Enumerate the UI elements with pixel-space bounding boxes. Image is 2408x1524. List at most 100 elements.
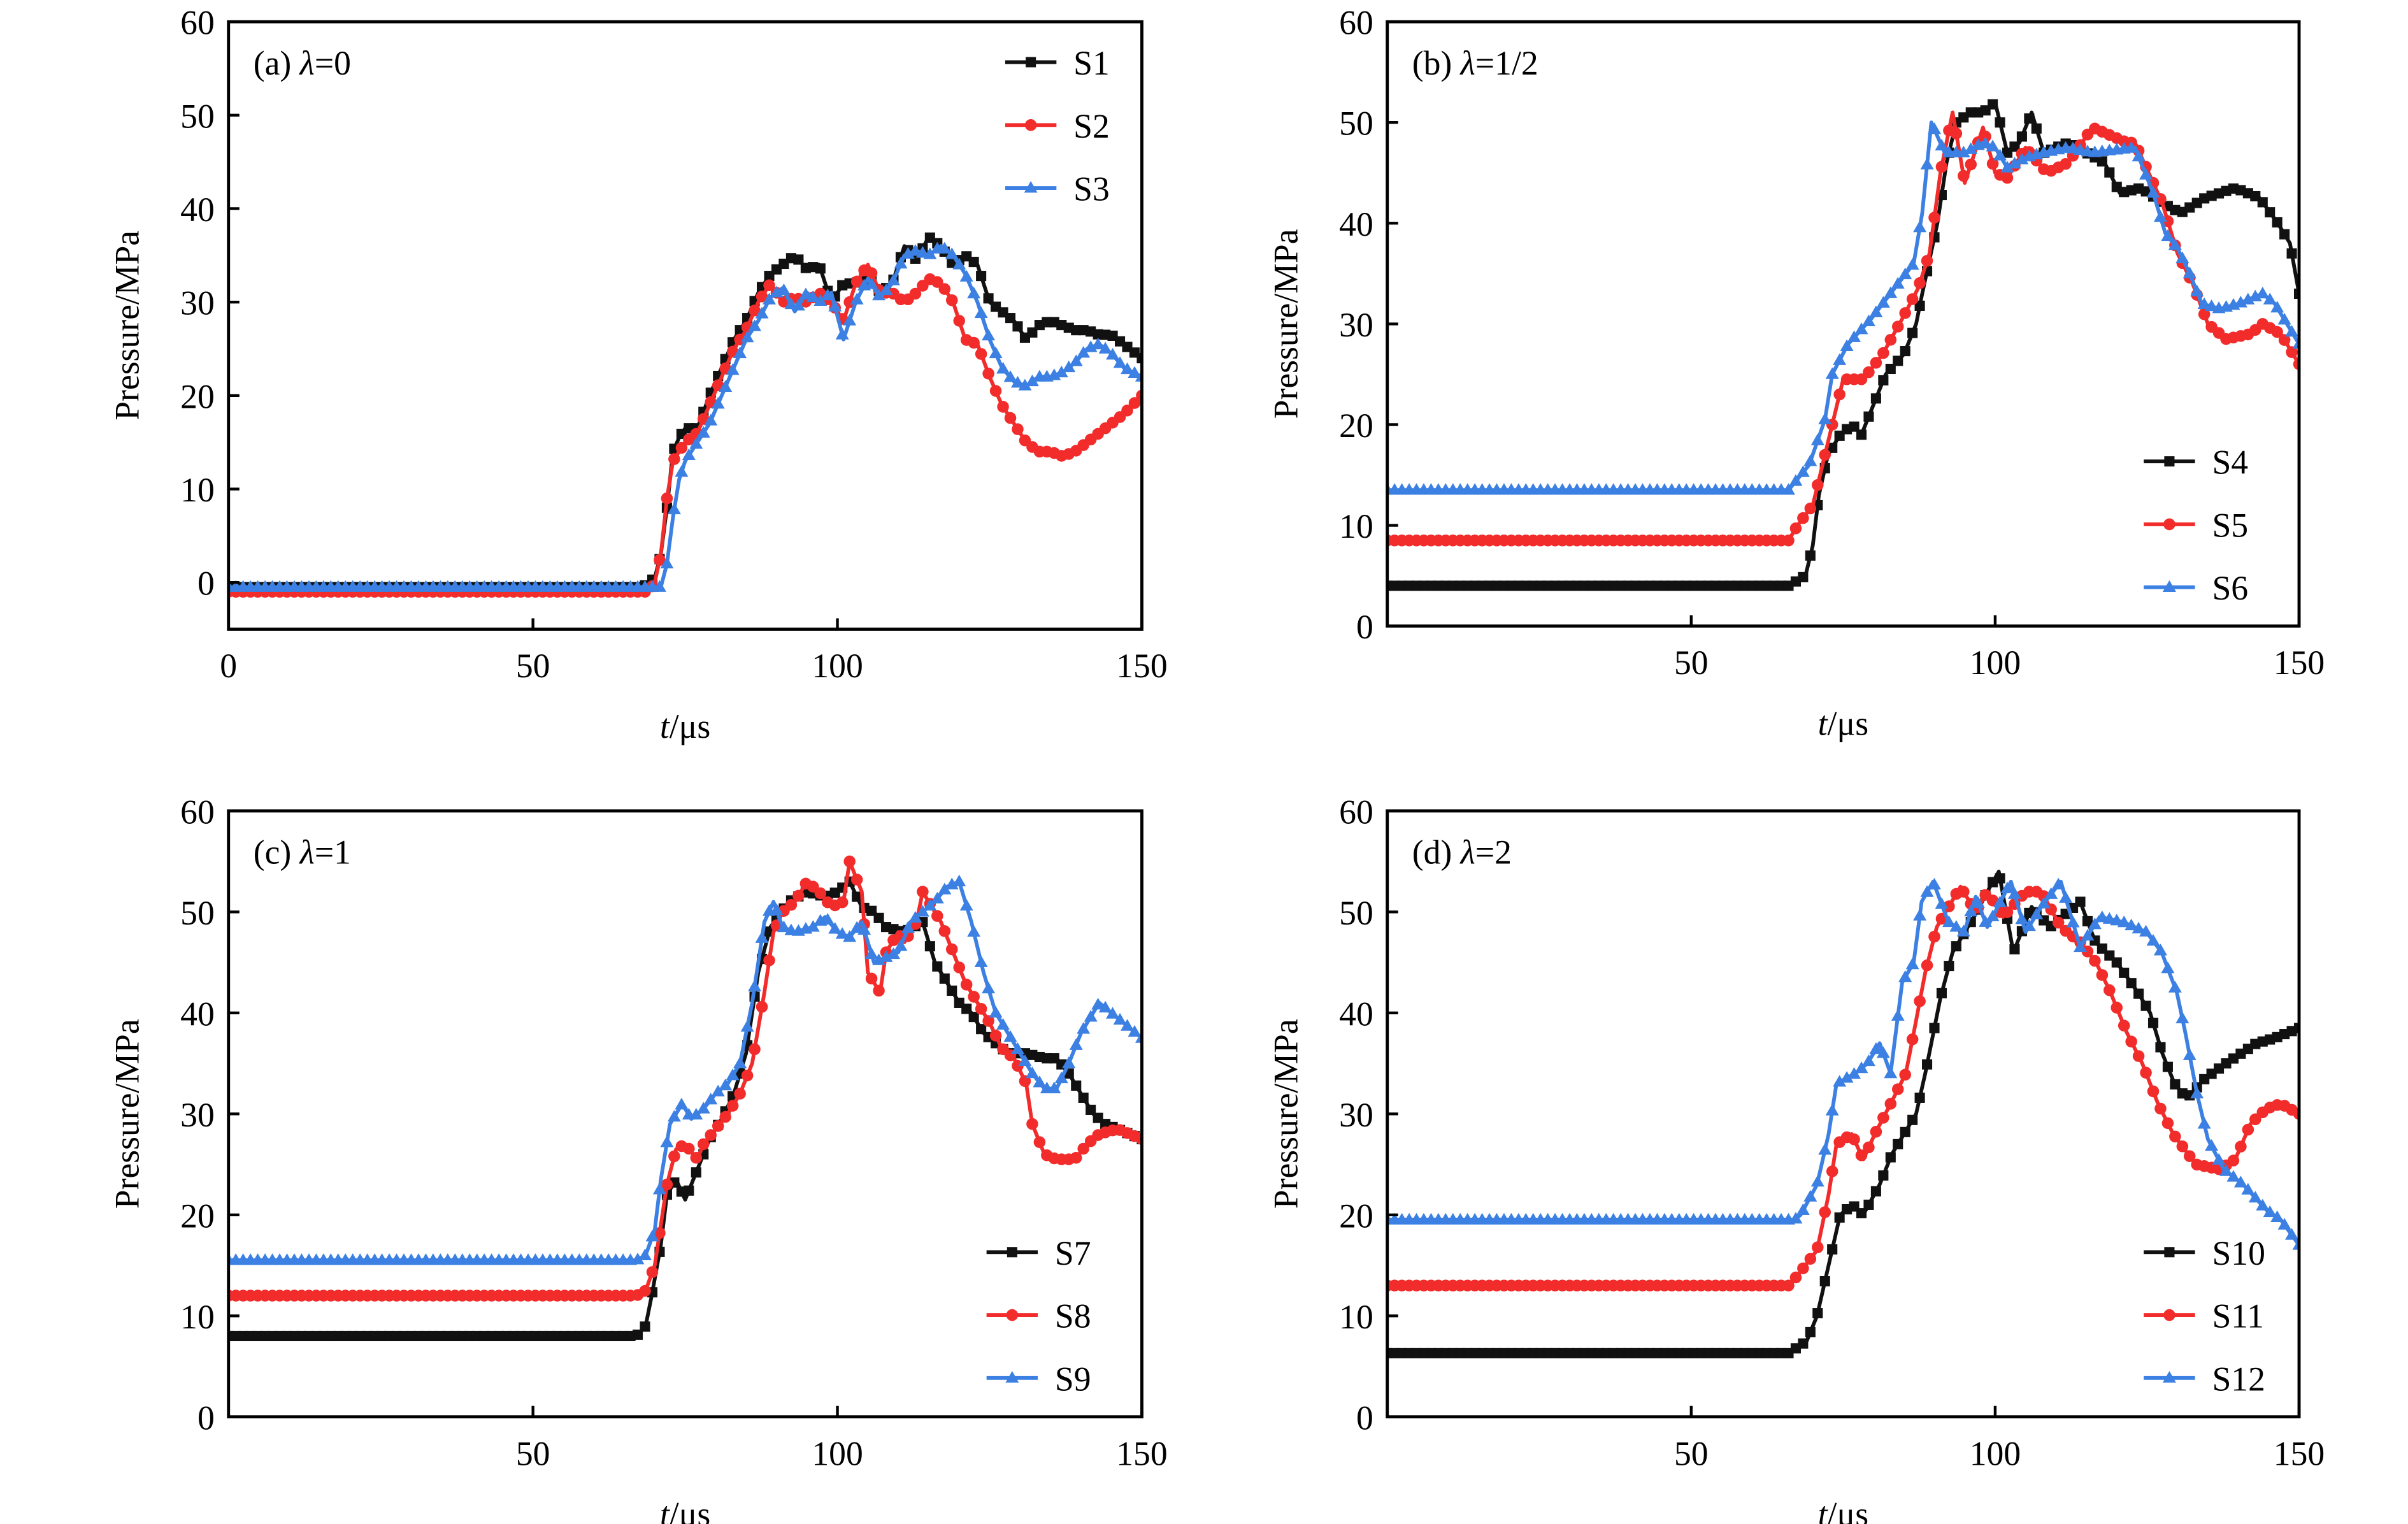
series-marker-S11 <box>2096 969 2109 981</box>
series-marker-S8 <box>683 1142 695 1155</box>
series-marker-S6 <box>2190 284 2204 297</box>
series-marker-S2 <box>1012 423 1024 435</box>
series-marker-S1 <box>976 271 987 282</box>
chart-panel-1: 0 50 100 150 0 10 20 30 40 50 60 t/μs Pressure/MPa (a… <box>108 4 1167 746</box>
series-marker-S11 <box>1826 1165 1838 1177</box>
series-marker-S10 <box>1885 1152 1896 1163</box>
series-marker-S9 <box>719 1078 733 1091</box>
series-marker-S3 <box>821 288 835 301</box>
legend-marker <box>1006 1309 1019 1321</box>
series-marker-S10 <box>1995 873 2005 884</box>
y-tick-label: 10 <box>1339 1298 1373 1336</box>
y-tick-label: 40 <box>1339 995 1373 1033</box>
series-marker-S6 <box>2125 141 2139 153</box>
series-marker-S6 <box>2168 238 2182 250</box>
series-marker-S12 <box>2015 912 2029 924</box>
series-marker-S11 <box>1870 1126 1882 1138</box>
legend-item-S3: S3 <box>1005 170 1110 208</box>
series-marker-S12 <box>1971 896 1985 908</box>
series-marker-S6 <box>1782 483 1795 495</box>
series-marker-S3 <box>938 241 952 254</box>
series-marker-S4 <box>1878 375 1889 385</box>
series-marker-S3 <box>755 306 769 319</box>
series-marker-S12 <box>2175 1011 2189 1024</box>
series-marker-S12 <box>2248 1191 2262 1203</box>
series-marker-S12 <box>2081 928 2095 941</box>
series-marker-S2 <box>989 385 1002 397</box>
series-marker-S3 <box>740 330 754 343</box>
x-axis-label: t/μs <box>660 1495 710 1524</box>
series-marker-S4 <box>1900 346 1910 357</box>
legend-marker <box>2163 518 2175 531</box>
series-marker-S6 <box>1810 433 1824 445</box>
series-marker-S12 <box>2263 1205 2277 1218</box>
x-tick-label: 0 <box>220 647 237 685</box>
series-marker-S9 <box>660 1135 674 1147</box>
legend: S1 S2 S3 <box>1005 44 1110 208</box>
series-marker-S4 <box>1914 300 1925 311</box>
series-marker-S3 <box>952 257 966 270</box>
series-marker-S5 <box>1958 169 1970 182</box>
series-marker-S5 <box>1906 293 1919 305</box>
x-tick-label: 50 <box>1674 1434 1709 1472</box>
series-marker-S10 <box>1951 941 1961 952</box>
series-marker-S10 <box>1900 1126 1910 1137</box>
series-marker-S10 <box>2162 1061 2173 1072</box>
series-marker-S12 <box>1898 970 1912 982</box>
series-marker-S6 <box>1861 314 1875 326</box>
series-marker-S10 <box>1863 1199 1874 1210</box>
series-marker-S3 <box>923 247 937 259</box>
series-marker-S6 <box>2132 149 2146 162</box>
series-marker-S4 <box>2279 229 2290 240</box>
series-marker-S9 <box>652 1183 666 1195</box>
series-marker-S9 <box>689 1107 703 1120</box>
legend-label: S3 <box>1073 170 1110 208</box>
legend-item-S12: S12 <box>2144 1360 2265 1398</box>
series-marker-S5 <box>1979 131 1991 143</box>
legend-item-S2: S2 <box>1005 107 1110 145</box>
series-marker-S6 <box>1789 474 1803 486</box>
series-marker-S5 <box>1812 479 1824 491</box>
series-marker-S3 <box>791 299 805 311</box>
series-marker-S6 <box>1993 148 2007 161</box>
series-marker-S10 <box>2082 916 2093 926</box>
series-marker-S11 <box>1855 1149 1868 1161</box>
series-marker-S9 <box>930 891 944 904</box>
series-marker-S3 <box>967 286 981 299</box>
series-marker-S12 <box>1876 1046 1890 1058</box>
series-marker-S9 <box>755 931 769 943</box>
series-marker-S4 <box>1995 117 2005 128</box>
series-marker-S5 <box>2001 171 2014 184</box>
series-marker-S10 <box>2170 1079 2181 1089</box>
legend-marker <box>2164 1247 2175 1258</box>
legend-label: S5 <box>2212 506 2248 544</box>
series-marker-S6 <box>1905 258 1919 270</box>
series-marker-S4 <box>1893 356 1903 366</box>
series-marker-S3 <box>1106 348 1120 360</box>
series-marker-S4 <box>2265 207 2275 218</box>
series-marker-S8 <box>719 1111 731 1123</box>
series-marker-S9 <box>828 922 842 934</box>
series-marker-S9 <box>835 927 849 939</box>
series-marker-S6 <box>2175 251 2189 263</box>
series-marker-S9 <box>1128 1024 1142 1037</box>
series-marker-S12 <box>1920 885 1934 897</box>
series-marker-S3 <box>1121 362 1135 375</box>
panel-label: (a) λ=0 <box>254 44 351 82</box>
series-marker-S8 <box>850 873 863 886</box>
x-axis-label: t/μs <box>1818 1495 1868 1524</box>
series-marker-S11 <box>1848 1133 1860 1146</box>
series-marker-S8 <box>1026 1118 1038 1130</box>
series-marker-S9 <box>923 898 937 911</box>
series-marker-S5 <box>2271 326 2283 338</box>
series-marker-S3 <box>894 257 908 269</box>
series-marker-S12 <box>2022 919 2036 931</box>
panel-prefix: (a) <box>254 44 300 82</box>
series-marker-S5 <box>1965 158 1977 171</box>
series-marker-S3 <box>733 346 747 359</box>
series-marker-S2 <box>931 276 943 288</box>
series-marker-S9 <box>857 923 871 935</box>
series-marker-S12 <box>2212 1153 2226 1165</box>
series-marker-S12 <box>2285 1228 2299 1240</box>
panel-label: (d) λ=2 <box>1412 833 1512 872</box>
